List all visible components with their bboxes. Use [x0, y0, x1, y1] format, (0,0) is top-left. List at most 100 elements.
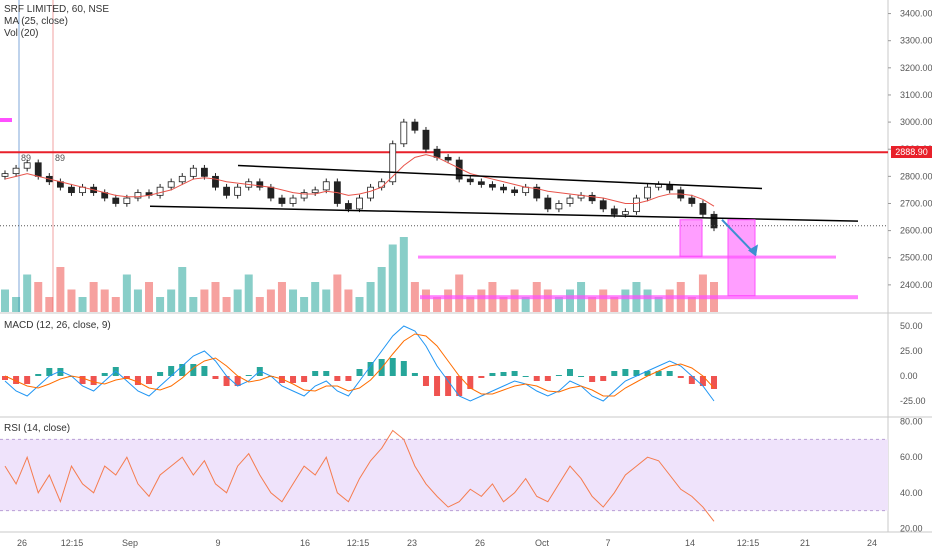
- macd-line: [4, 325, 715, 402]
- price-tick-label: 3200.00: [900, 63, 932, 73]
- volume-bar: [45, 297, 54, 312]
- marker-label-red: 89: [55, 153, 65, 163]
- macd-histogram-bar: [223, 376, 230, 386]
- candle-body: [655, 184, 663, 188]
- price-tick-label: 3000.00: [900, 117, 932, 127]
- rsi-legend: RSI (14, close): [4, 423, 71, 434]
- macd-histogram-bar: [13, 376, 20, 384]
- time-tick-label: 14: [685, 538, 695, 548]
- support-band-lower: [420, 295, 858, 300]
- volume-bar: [687, 297, 696, 312]
- macd-histogram-bar: [400, 361, 407, 376]
- macd-histogram-bar: [500, 372, 507, 376]
- macd-histogram-bar: [555, 375, 562, 376]
- volume-bar: [289, 289, 298, 312]
- rsi-tick-label: 20.00: [900, 523, 923, 533]
- candle-body: [466, 178, 474, 183]
- price-tick-label: 3100.00: [900, 90, 932, 100]
- macd-histogram-bar: [323, 371, 330, 376]
- candle-body: [322, 181, 330, 191]
- volume-bar: [521, 297, 530, 312]
- volume-bar: [421, 289, 430, 312]
- upper-trendline: [237, 164, 763, 190]
- candle-body: [267, 186, 275, 199]
- volume-bar: [565, 289, 574, 312]
- candle-body: [345, 203, 352, 210]
- macd-histogram-bar: [544, 376, 551, 381]
- candle-body: [123, 197, 131, 204]
- volume-bar: [145, 282, 154, 312]
- candle-body: [167, 181, 175, 188]
- macd-histogram-bar: [467, 376, 474, 389]
- volume-bar: [588, 297, 597, 312]
- volume-bar: [222, 297, 231, 312]
- time-tick-label: 23: [407, 538, 417, 548]
- candle-body: [533, 186, 541, 199]
- candle-body: [212, 175, 219, 188]
- macd-histogram-bar: [345, 376, 352, 381]
- volume-bar: [178, 267, 187, 312]
- time-tick-label: 7: [605, 538, 610, 548]
- volume-bar: [12, 297, 21, 312]
- candle-body: [555, 203, 563, 210]
- macd-histogram-bar: [711, 376, 717, 389]
- symbol-title: SRF LIMITED, 60, NSE: [4, 4, 110, 15]
- volume-bar: [233, 289, 242, 312]
- volume-bar: [78, 297, 87, 312]
- volume-bar: [100, 289, 109, 312]
- macd-histogram-bar: [666, 371, 673, 376]
- volume-bar: [599, 289, 608, 312]
- volume-bar: [322, 289, 331, 312]
- macd-histogram-bar: [90, 376, 97, 385]
- rsi-tick-label: 60.00: [900, 452, 923, 462]
- time-tick-label: 12:15: [61, 538, 84, 548]
- resistance-price-badge: 2888.90: [891, 146, 932, 158]
- volume-bar: [643, 289, 652, 312]
- macd-histogram-bar: [190, 364, 197, 376]
- macd-tick-label: -25.00: [900, 396, 926, 406]
- macd-histogram-bar: [566, 369, 573, 376]
- time-tick-label: 26: [475, 538, 485, 548]
- ma-legend: MA (25, close): [4, 16, 68, 27]
- target-box-left: [679, 219, 703, 257]
- macd-histogram-bar: [456, 376, 463, 396]
- volume-bar: [300, 297, 309, 312]
- candle-body: [356, 197, 363, 210]
- candle-body: [422, 129, 430, 150]
- volume-bar: [388, 244, 397, 312]
- volume-bar: [1, 289, 9, 312]
- macd-histogram-bar: [201, 366, 208, 376]
- candle-body: [189, 167, 197, 177]
- volume-bar: [311, 282, 320, 312]
- candle-body: [134, 192, 142, 199]
- macd-histogram-bar: [389, 358, 396, 376]
- candle-body: [34, 162, 42, 177]
- candle-body: [234, 186, 242, 196]
- macd-histogram-bar: [422, 376, 429, 386]
- macd-histogram-bar: [699, 376, 706, 386]
- macd-tick-label: 0.00: [900, 371, 918, 381]
- macd-histogram-bar: [2, 376, 8, 380]
- macd-histogram-bar: [589, 376, 596, 382]
- macd-legend: MACD (12, 26, close, 9): [4, 320, 111, 331]
- volume-bar: [355, 297, 364, 312]
- volume-bar: [122, 274, 131, 312]
- candle-body: [23, 162, 31, 169]
- volume-bar: [477, 289, 486, 312]
- macd-histogram-bar: [179, 364, 186, 376]
- volume-bar: [554, 297, 563, 312]
- volume-bar: [56, 267, 65, 312]
- macd-histogram-bar: [24, 376, 31, 384]
- price-tick-label: 2500.00: [900, 253, 932, 263]
- price-tick-label: 3400.00: [900, 9, 932, 19]
- volume-bar: [366, 282, 375, 312]
- macd-histogram-bar: [611, 371, 618, 376]
- macd-histogram-bar: [622, 369, 629, 376]
- volume-bar: [377, 267, 386, 312]
- time-tick-label: 16: [300, 538, 310, 548]
- candle-body: [644, 186, 651, 199]
- candle-body: [300, 192, 308, 199]
- macd-tick-label: 50.00: [900, 321, 923, 331]
- volume-bar: [499, 297, 508, 312]
